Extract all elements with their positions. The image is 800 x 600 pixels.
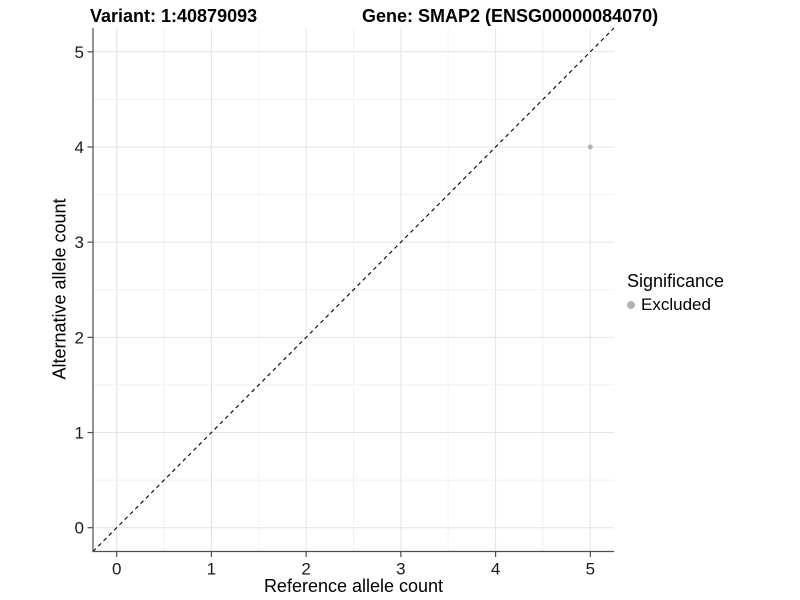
y-tick-label: 1	[75, 424, 84, 443]
legend-item-excluded: Excluded	[627, 295, 724, 315]
y-tick-label: 2	[75, 328, 84, 347]
identity-line	[92, 27, 615, 552]
x-axis-title: Reference allele count	[263, 576, 444, 596]
excluded-point-icon	[627, 301, 635, 309]
y-tick-label: 5	[75, 43, 84, 62]
plot-title-gene: Gene: SMAP2 (ENSG00000084070)	[362, 6, 659, 26]
data-point	[587, 144, 593, 150]
legend: Significance Excluded	[627, 271, 724, 315]
y-axis-title: Alternative allele count	[49, 198, 70, 380]
y-tick-label: 0	[75, 519, 84, 538]
plot-title-variant: Variant: 1:40879093	[90, 6, 258, 26]
x-tick-label: 1	[207, 560, 216, 579]
x-tick-label: 4	[491, 560, 500, 579]
x-tick-label: 5	[586, 560, 595, 579]
y-tick-label: 4	[75, 138, 84, 157]
legend-title: Significance	[627, 271, 725, 291]
x-tick-label: 3	[396, 560, 405, 579]
legend-item-label: Excluded	[641, 295, 711, 314]
x-tick-label: 0	[112, 560, 121, 579]
x-tick-label: 2	[301, 560, 310, 579]
y-tick-label: 3	[75, 233, 84, 252]
